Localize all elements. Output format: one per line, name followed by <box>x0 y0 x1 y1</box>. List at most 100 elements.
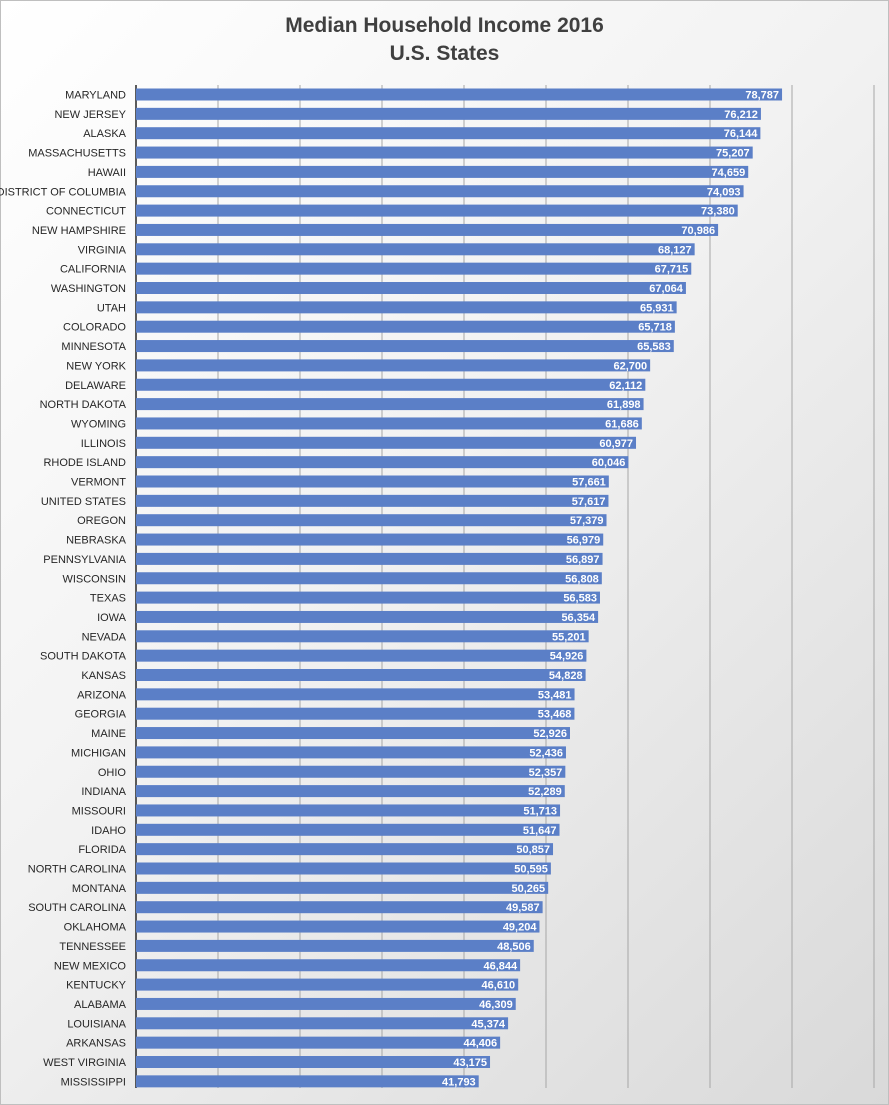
bar <box>136 1017 509 1030</box>
category-label: KENTUCKY <box>66 980 127 992</box>
chart-title: Median Household Income 2016 <box>285 14 604 37</box>
data-label: 62,700 <box>613 360 647 372</box>
category-label: CONNECTICUT <box>46 206 126 218</box>
bar <box>136 804 561 817</box>
category-label: RHODE ISLAND <box>43 457 126 469</box>
category-label: WASHINGTON <box>51 283 126 295</box>
category-label: OHIO <box>98 767 127 779</box>
bar <box>136 417 642 430</box>
bar <box>136 223 719 236</box>
data-label: 57,617 <box>572 496 606 508</box>
category-label: OKLAHOMA <box>64 922 127 934</box>
data-label: 53,481 <box>538 689 572 701</box>
chart-title-block: Median Household Income 2016 U.S. States <box>0 12 889 68</box>
category-label: NEW MEXICO <box>54 960 127 972</box>
data-label: 65,583 <box>637 341 671 353</box>
data-label: 49,587 <box>506 902 540 914</box>
category-label: MISSISSIPPI <box>61 1076 126 1088</box>
category-label: CALIFORNIA <box>60 264 127 276</box>
bar <box>136 959 521 972</box>
category-label: TENNESSEE <box>59 941 126 953</box>
category-label: NEW YORK <box>66 360 126 372</box>
data-label: 52,436 <box>529 747 563 759</box>
data-label: 70,986 <box>681 225 715 237</box>
category-label: ARKANSAS <box>66 1038 126 1050</box>
bar <box>136 436 637 449</box>
category-label: NORTH CAROLINA <box>28 864 127 876</box>
bar <box>136 978 519 991</box>
category-label: MARYLAND <box>65 90 126 102</box>
bar <box>136 707 575 720</box>
bar <box>136 1036 501 1049</box>
bar <box>136 398 644 411</box>
category-label: DISTRICT OF COLUMBIA <box>0 186 127 198</box>
data-label: 74,659 <box>712 167 746 179</box>
data-label: 49,204 <box>503 922 538 934</box>
category-label: PENNSYLVANIA <box>43 554 126 566</box>
category-label: WISCONSIN <box>62 573 126 585</box>
category-label: NEW JERSEY <box>54 109 126 121</box>
bar <box>136 572 602 585</box>
bar <box>136 88 783 101</box>
bar <box>136 262 692 275</box>
data-label: 57,379 <box>570 515 604 527</box>
bar <box>136 378 646 391</box>
category-label: NEBRASKA <box>66 535 127 547</box>
bar <box>136 727 570 740</box>
category-label: MICHIGAN <box>71 747 126 759</box>
data-label: 60,046 <box>592 457 626 469</box>
bar <box>136 669 586 681</box>
bar <box>136 146 753 159</box>
data-label: 46,610 <box>482 980 516 992</box>
bar <box>136 688 575 701</box>
category-label: WEST VIRGINIA <box>43 1057 127 1069</box>
bar <box>136 494 609 507</box>
data-label: 43,175 <box>453 1057 487 1069</box>
bar <box>136 901 543 914</box>
category-label: COLORADO <box>63 322 126 334</box>
category-label: VIRGINIA <box>78 244 127 256</box>
bar <box>136 243 695 256</box>
bar <box>136 630 589 643</box>
data-label: 73,380 <box>701 206 735 218</box>
bar <box>136 514 607 527</box>
bar <box>136 591 600 604</box>
bar <box>136 939 534 952</box>
data-label: 61,898 <box>607 399 641 411</box>
category-label: NEVADA <box>82 631 127 643</box>
data-label: 57,661 <box>572 477 606 489</box>
bar <box>136 301 677 314</box>
data-label: 62,112 <box>609 380 642 392</box>
category-label: ALABAMA <box>74 999 127 1011</box>
data-label: 56,808 <box>565 573 599 585</box>
data-label: 68,127 <box>658 244 692 256</box>
data-label: 74,093 <box>707 186 741 198</box>
data-label: 76,144 <box>724 128 759 140</box>
data-label: 50,595 <box>514 864 548 876</box>
data-label: 75,207 <box>716 148 750 160</box>
data-label: 56,583 <box>563 593 597 605</box>
bar <box>136 785 565 798</box>
category-label: VERMONT <box>71 477 126 489</box>
bar <box>136 185 744 198</box>
bar <box>136 127 761 140</box>
category-label: SOUTH CAROLINA <box>28 902 126 914</box>
bar <box>136 823 560 836</box>
category-label: SOUTH DAKOTA <box>40 651 127 663</box>
data-label: 52,289 <box>528 786 562 798</box>
data-label: 44,406 <box>463 1038 497 1050</box>
data-label: 56,979 <box>567 535 601 547</box>
bar <box>136 533 604 546</box>
category-label: MINNESOTA <box>61 341 126 353</box>
data-label: 56,897 <box>566 554 600 566</box>
data-label: 48,506 <box>497 941 531 953</box>
data-label: 60,977 <box>599 438 633 450</box>
bar <box>136 610 599 623</box>
category-label: MAINE <box>91 728 126 740</box>
data-label: 65,718 <box>638 322 672 334</box>
bar <box>136 359 651 372</box>
data-label: 53,468 <box>538 709 572 721</box>
data-label: 51,647 <box>523 825 557 837</box>
data-label: 46,309 <box>479 999 513 1011</box>
